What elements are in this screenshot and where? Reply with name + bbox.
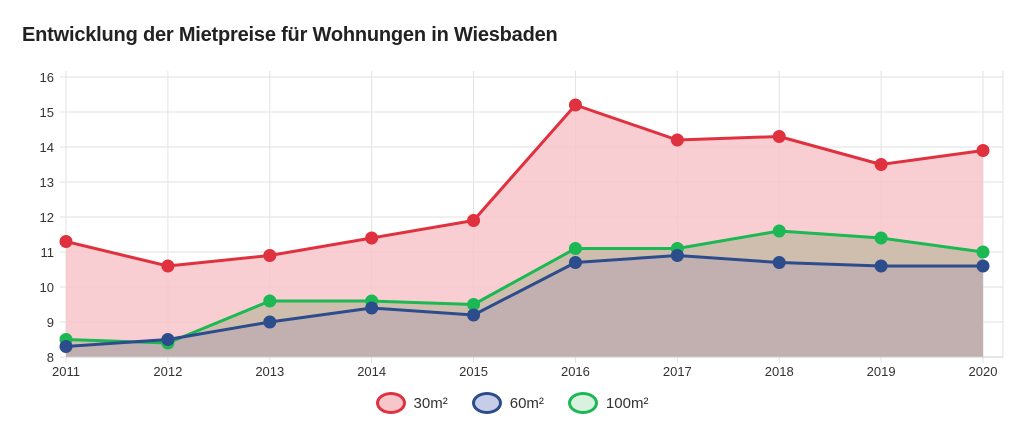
x-tick-label-2014: 2014: [357, 364, 386, 379]
data-point-30m2-2011[interactable]: [60, 236, 72, 248]
y-tick-label-13: 13: [40, 175, 54, 190]
data-point-60m2-2013[interactable]: [264, 316, 276, 328]
data-point-100m2-2020[interactable]: [977, 246, 989, 258]
y-tick-label-16: 16: [40, 70, 54, 85]
data-point-60m2-2012[interactable]: [162, 334, 174, 346]
x-tick-label-2017: 2017: [663, 364, 692, 379]
data-point-60m2-2014[interactable]: [366, 302, 378, 314]
y-tick-label-15: 15: [40, 105, 54, 120]
x-tick-label-2012: 2012: [153, 364, 182, 379]
y-tick-label-10: 10: [40, 280, 54, 295]
data-point-30m2-2016[interactable]: [569, 99, 581, 111]
legend-item-100m2[interactable]: 100m²: [568, 392, 649, 414]
chart-legend: 30m² 60m² 100m²: [0, 392, 1024, 414]
legend-item-30m2[interactable]: 30m²: [376, 392, 448, 414]
legend-item-60m2[interactable]: 60m²: [472, 392, 544, 414]
y-tick-label-12: 12: [40, 210, 54, 225]
x-tick-label-2016: 2016: [561, 364, 590, 379]
data-point-30m2-2012[interactable]: [162, 260, 174, 272]
data-point-60m2-2020[interactable]: [977, 260, 989, 272]
data-point-30m2-2014[interactable]: [366, 232, 378, 244]
legend-swatch-30m2: [376, 392, 406, 414]
y-tick-label-9: 9: [47, 315, 54, 330]
data-point-100m2-2018[interactable]: [773, 225, 785, 237]
legend-swatch-60m2: [472, 392, 502, 414]
data-point-30m2-2017[interactable]: [671, 134, 683, 146]
x-tick-label-2015: 2015: [459, 364, 488, 379]
data-point-100m2-2019[interactable]: [875, 232, 887, 244]
x-tick-label-2019: 2019: [867, 364, 896, 379]
data-point-100m2-2016[interactable]: [569, 243, 581, 255]
x-tick-label-2018: 2018: [765, 364, 794, 379]
data-point-100m2-2013[interactable]: [264, 295, 276, 307]
y-tick-label-8: 8: [47, 350, 54, 365]
legend-label-100m2: 100m²: [606, 395, 649, 412]
data-point-60m2-2019[interactable]: [875, 260, 887, 272]
data-point-30m2-2018[interactable]: [773, 131, 785, 143]
x-tick-label-2011: 2011: [52, 364, 80, 379]
data-point-30m2-2015[interactable]: [468, 215, 480, 227]
chart-canvas: 8 9 10 11 12 13 14 15 16 2011 2012 2013 2014 2015 2016…: [0, 0, 1024, 446]
data-point-60m2-2015[interactable]: [468, 309, 480, 321]
data-point-30m2-2013[interactable]: [264, 250, 276, 262]
data-point-30m2-2019[interactable]: [875, 159, 887, 171]
y-tick-label-11: 11: [41, 245, 55, 260]
data-point-60m2-2011[interactable]: [60, 341, 72, 353]
x-tick-label-2020: 2020: [969, 364, 998, 379]
x-tick-label-2013: 2013: [255, 364, 284, 379]
data-point-60m2-2018[interactable]: [773, 257, 785, 269]
legend-label-30m2: 30m²: [414, 395, 448, 412]
data-point-60m2-2016[interactable]: [569, 257, 581, 269]
legend-swatch-100m2: [568, 392, 598, 414]
data-point-30m2-2020[interactable]: [977, 145, 989, 157]
data-point-60m2-2017[interactable]: [671, 250, 683, 262]
legend-label-60m2: 60m²: [510, 395, 544, 412]
y-tick-label-14: 14: [40, 140, 54, 155]
